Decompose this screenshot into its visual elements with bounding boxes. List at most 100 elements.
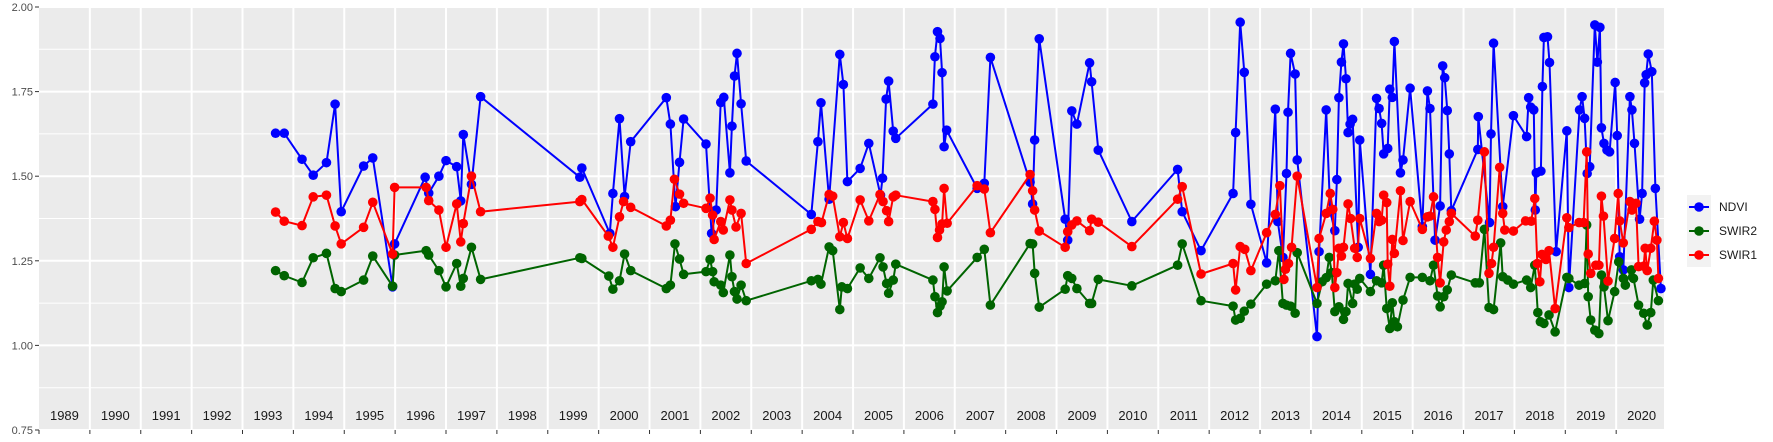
swir1-point: [1438, 237, 1449, 247]
swir2-point: [883, 288, 894, 299]
x-tick-label: 2005: [864, 408, 893, 423]
swir1-point: [1387, 234, 1398, 245]
swir2-point: [1405, 272, 1415, 283]
ndvi-point: [1536, 166, 1546, 176]
swir1-point: [1405, 196, 1415, 207]
swir2-point: [1034, 302, 1045, 312]
swir2-point: [1312, 298, 1322, 309]
ndvi-point: [297, 154, 307, 165]
swir1-point: [358, 222, 369, 233]
ndvi-point: [1544, 57, 1555, 68]
swir2-point: [855, 263, 865, 273]
ndvi-point: [1347, 114, 1358, 125]
swir1-point: [1228, 258, 1238, 269]
ndvi-point: [1596, 123, 1607, 133]
swir1-point: [855, 195, 865, 205]
swir2-point: [1579, 278, 1590, 289]
ndvi-point: [1592, 57, 1603, 67]
x-tick-label: 2013: [1271, 408, 1300, 423]
swir2-point: [732, 294, 742, 304]
swir2-point: [1235, 313, 1245, 324]
swir1-point: [1060, 242, 1070, 253]
ndvi-point: [1646, 66, 1657, 77]
ndvi-point: [1371, 93, 1382, 104]
swir2-point: [1613, 257, 1624, 267]
swir1-point: [1470, 231, 1481, 241]
swir2-point: [1508, 279, 1519, 289]
ndvi-point: [729, 71, 740, 81]
swir2-point: [1384, 323, 1395, 334]
swir2-point: [1334, 302, 1344, 312]
ndvi-point: [1425, 103, 1435, 114]
swir2-point: [1228, 301, 1238, 311]
ndvi-point: [1610, 77, 1620, 88]
ndvi-point: [1084, 58, 1095, 68]
swir2-point: [1086, 298, 1097, 309]
swir1-point: [1603, 276, 1613, 286]
ndvi-point: [1521, 131, 1532, 142]
swir1-point: [1432, 252, 1443, 263]
swir2-point: [1428, 260, 1439, 270]
swir1-point: [270, 207, 281, 217]
swir2-point: [367, 251, 378, 261]
x-tick-label: 2020: [1627, 408, 1656, 423]
ndvi-point: [1627, 105, 1637, 115]
ndvi-point: [1430, 235, 1440, 245]
swir2-point: [1376, 277, 1387, 288]
swir1-point: [727, 205, 737, 215]
swir1-point: [1417, 224, 1428, 235]
swir1-point: [1338, 242, 1349, 253]
y-tick-label: 1.25: [12, 256, 33, 268]
ndvi-point: [855, 163, 865, 174]
ndvi-point: [1246, 199, 1256, 210]
x-tick-label: 1994: [304, 408, 333, 423]
ndvi-point: [1389, 36, 1400, 47]
swir1-point: [1352, 252, 1363, 263]
swir1-point: [890, 190, 901, 200]
swir1-point: [1072, 216, 1082, 226]
ndvi-point: [985, 52, 996, 63]
ndvi-point: [1285, 48, 1296, 59]
ndvi-point: [336, 206, 347, 217]
swir1-point: [336, 239, 347, 249]
x-tick-label: 2007: [966, 408, 995, 423]
x-tick-label: 1998: [508, 408, 537, 423]
swir2-point: [1093, 274, 1104, 285]
swir2-point: [1392, 321, 1403, 332]
swir2-point: [701, 266, 711, 277]
ndvi-point: [1072, 119, 1082, 129]
ndvi-point: [1354, 135, 1365, 145]
ndvi-point: [741, 156, 751, 166]
swir2-point: [1609, 286, 1620, 297]
swir2-point: [1341, 306, 1351, 317]
swir2-point: [727, 271, 737, 282]
ndvi-point: [1639, 78, 1650, 88]
swir2-point: [270, 265, 281, 276]
x-axis-labels: 1989 1990 1991 1992 1993 1994 1995 1996 1997 1998…: [38, 408, 1656, 434]
swir1-point: [614, 212, 625, 222]
ndvi-point: [1551, 246, 1561, 257]
swir2-point: [1066, 273, 1077, 284]
swir1-point: [367, 197, 378, 208]
legend: NDVI SWIR2 SWIR1: [1687, 195, 1757, 267]
ndvi-point: [321, 157, 332, 168]
swir2-point: [1398, 295, 1408, 305]
swir1-point: [1614, 216, 1625, 226]
x-tick-label: 2018: [1525, 408, 1554, 423]
swir1-point: [942, 218, 952, 229]
swir1-point: [1327, 204, 1338, 215]
swir2-point: [625, 265, 636, 276]
swir1-point: [1526, 216, 1537, 227]
ndvi-point: [1281, 168, 1292, 179]
ndvi-point: [1330, 225, 1340, 236]
swir1-point: [1532, 258, 1543, 269]
y-tick-label: 1.00: [12, 340, 33, 352]
swir1-point: [1598, 211, 1609, 221]
swir2-point: [1347, 298, 1358, 309]
swir1-point: [1332, 267, 1342, 278]
swir2-point: [890, 259, 901, 269]
ndvi-point: [806, 209, 817, 220]
ndvi-point: [1574, 105, 1585, 115]
swir2-point: [604, 271, 614, 281]
